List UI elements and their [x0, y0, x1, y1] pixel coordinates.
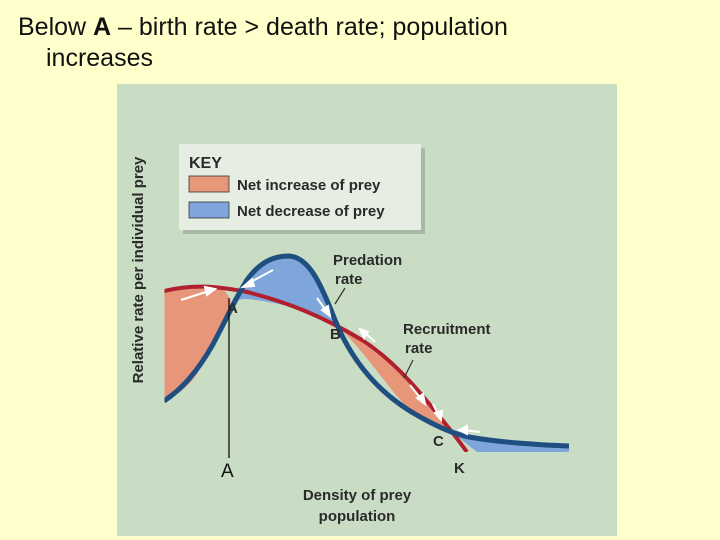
y-axis-band — [117, 84, 164, 452]
predation-leader — [334, 287, 346, 305]
predation-curve — [164, 253, 569, 449]
recruitment-leader — [403, 359, 414, 379]
net-increase-region-middle — [334, 322, 452, 432]
recruitment-label-line2: rate — [405, 340, 433, 357]
x-axis-label-line2: population — [319, 508, 396, 525]
key-swatch-decrease — [188, 201, 230, 219]
slide-heading: Below A – birth rate > death rate; popul… — [18, 12, 678, 74]
predation-label-line2: rate — [335, 271, 363, 288]
recruitment-label-line1: Recruitment — [403, 321, 491, 338]
point-k-label: K — [454, 460, 465, 477]
a-marker-label: A — [221, 461, 234, 482]
predation-label-line1: Predation — [333, 252, 402, 269]
heading-rest: – birth rate > death rate; population — [111, 13, 508, 41]
y-axis-label: Relative rate per individual prey — [130, 156, 147, 383]
predation-recruitment-figure: KEY Net increase of prey Net decrease of… — [117, 84, 617, 536]
heading-bold-a: A — [93, 13, 112, 41]
net-increase-region-left — [164, 284, 231, 401]
direction-arrows — [180, 269, 481, 436]
figure-svg: KEY Net increase of prey Net decrease of… — [117, 84, 617, 536]
plot-area — [164, 253, 569, 452]
key-label-increase: Net increase of prey — [237, 177, 381, 194]
net-decrease-region-top — [231, 256, 334, 322]
x-axis-label-line1: Density of prey — [303, 487, 412, 504]
key-swatch-increase — [188, 175, 230, 193]
heading-prefix: Below — [18, 13, 94, 41]
point-c-label: C — [433, 433, 444, 450]
key-title: KEY — [189, 155, 222, 172]
point-a-label: A — [227, 300, 238, 317]
key-label-decrease: Net decrease of prey — [237, 203, 385, 220]
x-axis-band — [117, 452, 617, 536]
point-b-label: B — [330, 326, 341, 343]
heading-line2: increases — [46, 44, 153, 72]
key-box: KEY Net increase of prey Net decrease of… — [179, 144, 425, 234]
